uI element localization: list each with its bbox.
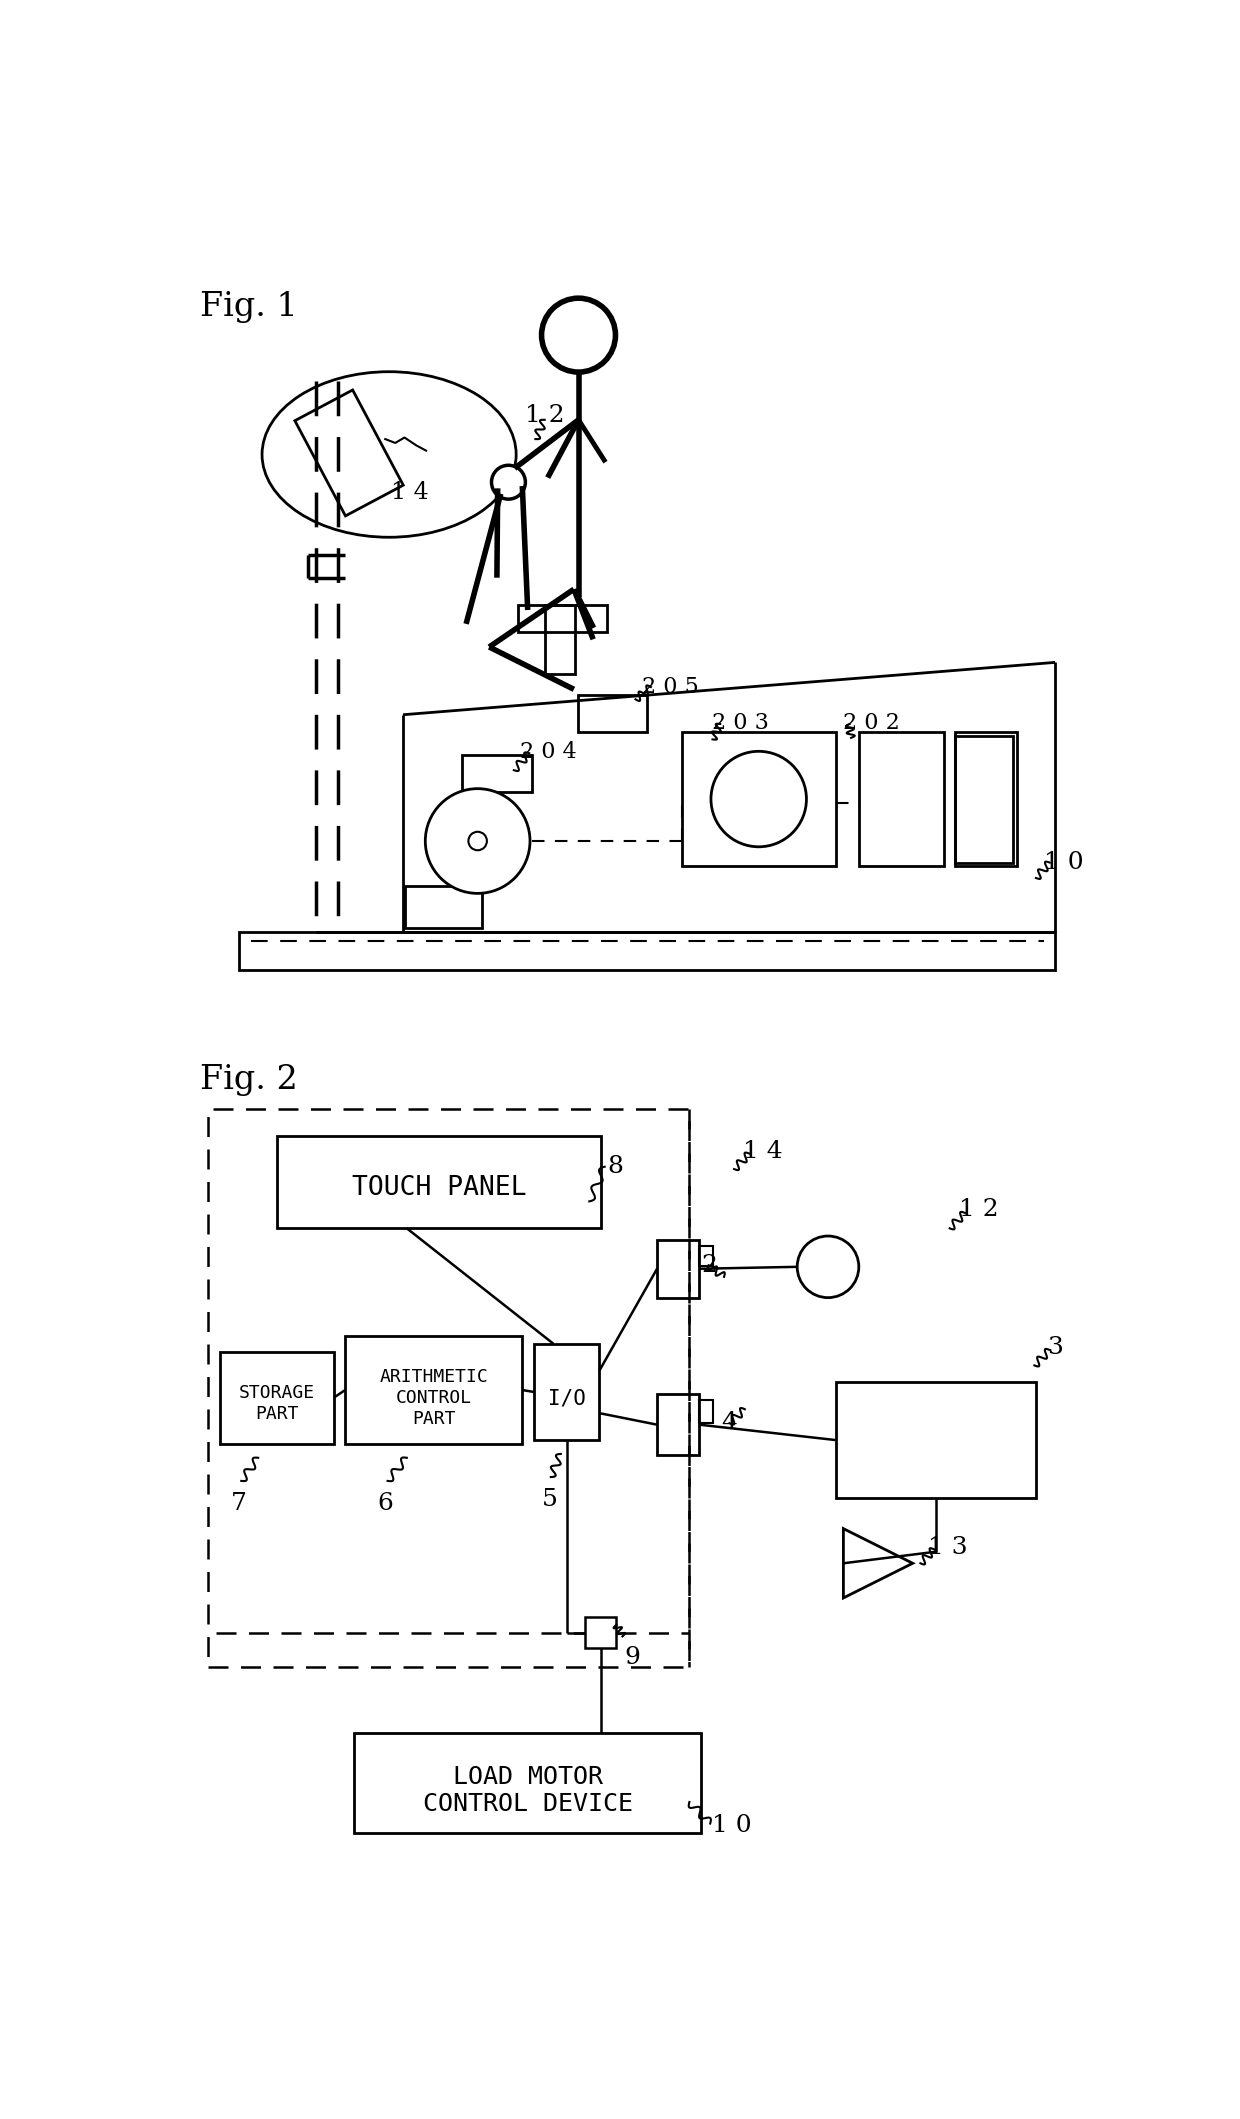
- Text: 2 0 3: 2 0 3: [713, 712, 769, 735]
- Bar: [208, 1108, 689, 1668]
- Text: 8: 8: [608, 1155, 622, 1178]
- Text: 1 0: 1 0: [1044, 852, 1084, 873]
- Circle shape: [711, 752, 806, 848]
- Text: ARITHMETIC
CONTROL
PART: ARITHMETIC CONTROL PART: [379, 1369, 489, 1428]
- Text: LOAD MOTOR
CONTROL DEVICE: LOAD MOTOR CONTROL DEVICE: [423, 1765, 632, 1816]
- Bar: [699, 1401, 713, 1424]
- Bar: [836, 1382, 1035, 1498]
- Text: 1 3: 1 3: [928, 1536, 967, 1560]
- Bar: [699, 1246, 713, 1265]
- Text: 2: 2: [701, 1254, 717, 1278]
- Text: 1 2: 1 2: [525, 405, 564, 428]
- Text: 5: 5: [542, 1488, 558, 1511]
- Circle shape: [425, 788, 529, 894]
- Circle shape: [542, 299, 615, 373]
- Bar: [585, 1617, 616, 1649]
- Text: 2 0 5: 2 0 5: [641, 676, 698, 699]
- Bar: [955, 735, 1013, 862]
- Bar: [355, 1733, 701, 1833]
- Text: 3: 3: [1048, 1337, 1064, 1358]
- Bar: [682, 731, 836, 867]
- Bar: [657, 1394, 699, 1456]
- Text: 9: 9: [624, 1646, 640, 1670]
- Text: 1 4: 1 4: [391, 481, 428, 504]
- Bar: [955, 731, 1017, 867]
- Text: 1 4: 1 4: [743, 1140, 782, 1163]
- Bar: [518, 604, 608, 631]
- Bar: [345, 1337, 522, 1443]
- Circle shape: [469, 833, 487, 850]
- Bar: [546, 604, 574, 674]
- Text: 4: 4: [722, 1411, 738, 1435]
- Text: Fig. 1: Fig. 1: [201, 290, 298, 324]
- Bar: [859, 731, 944, 867]
- Text: TOUCH PANEL: TOUCH PANEL: [352, 1176, 527, 1201]
- Text: 7: 7: [231, 1492, 247, 1515]
- Bar: [404, 886, 481, 928]
- Text: 2 0 2: 2 0 2: [843, 712, 900, 735]
- Text: 1 0: 1 0: [713, 1814, 753, 1837]
- Text: Fig. 2: Fig. 2: [201, 1064, 298, 1096]
- Text: 2 0 4: 2 0 4: [520, 742, 577, 763]
- Text: 6: 6: [377, 1492, 393, 1515]
- Circle shape: [491, 466, 526, 500]
- Text: STORAGE
PART: STORAGE PART: [238, 1384, 315, 1424]
- Circle shape: [797, 1235, 859, 1297]
- Bar: [578, 695, 647, 731]
- Bar: [463, 754, 532, 793]
- Bar: [278, 1136, 601, 1229]
- Bar: [239, 932, 1055, 971]
- Bar: [534, 1343, 599, 1441]
- Text: 1 2: 1 2: [959, 1197, 998, 1221]
- Text: I/O: I/O: [548, 1388, 585, 1409]
- Bar: [657, 1240, 699, 1297]
- Bar: [219, 1352, 334, 1443]
